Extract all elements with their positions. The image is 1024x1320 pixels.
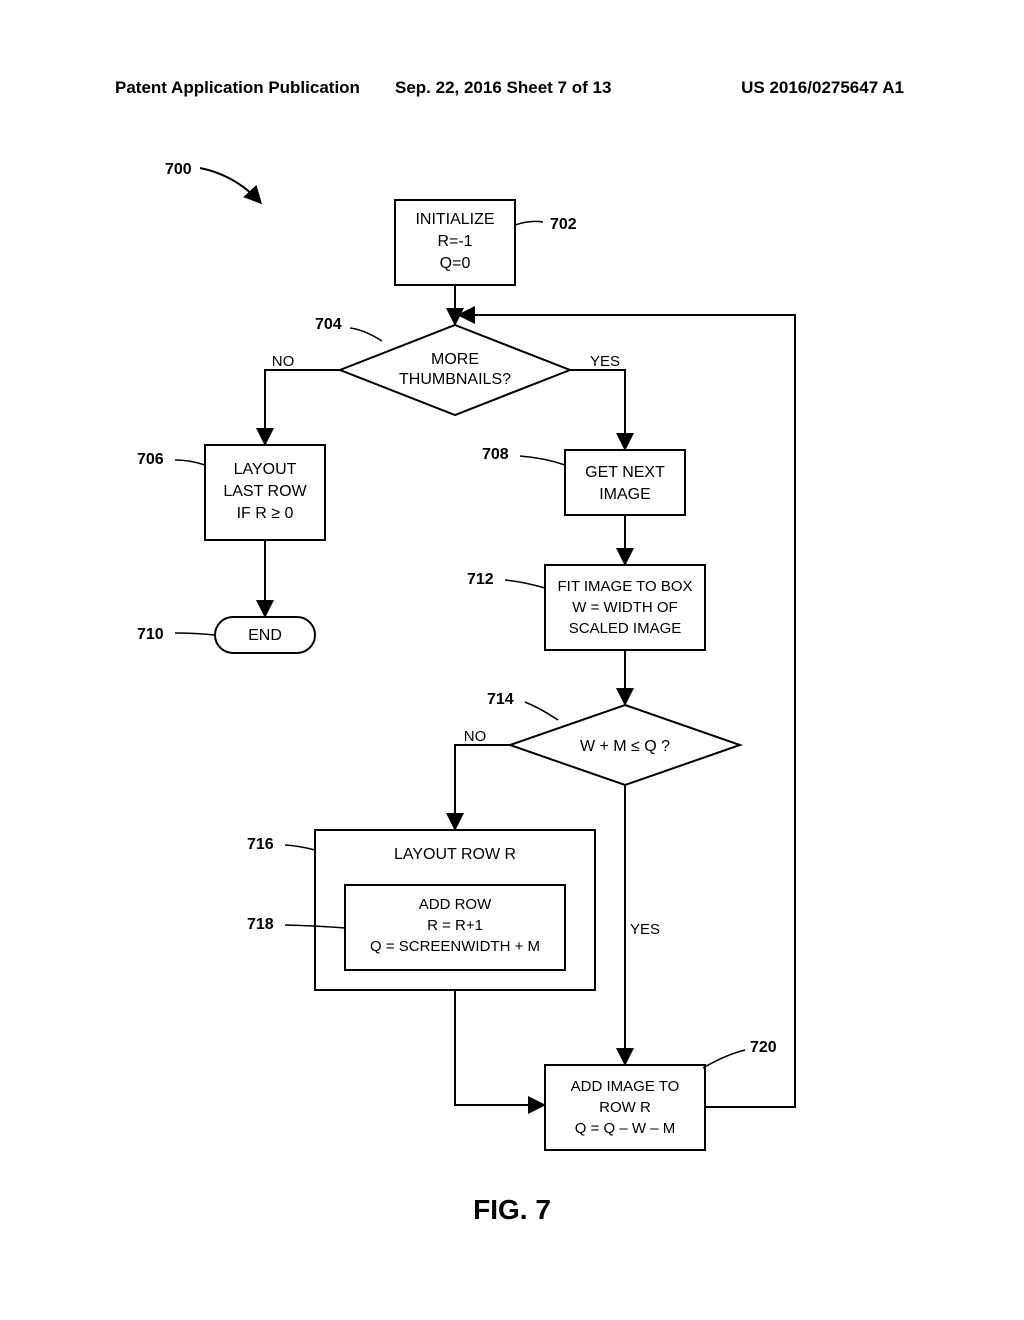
node-718-line2: R = R+1 xyxy=(427,917,483,934)
ref-716-leader xyxy=(285,845,315,850)
header-left: Patent Application Publication xyxy=(115,78,360,98)
node-712-line1: FIT IMAGE TO BOX xyxy=(557,578,692,595)
node-720-line1: ADD IMAGE TO xyxy=(571,1078,680,1095)
edge-704-706 xyxy=(265,370,340,443)
edge-714-720-label: YES xyxy=(630,921,660,938)
node-708-line1: GET NEXT xyxy=(585,464,665,481)
node-720-line3: Q = Q – W – M xyxy=(575,1120,675,1137)
figure-label: FIG. 7 xyxy=(0,1194,1024,1226)
node-702-line3: Q=0 xyxy=(440,255,471,272)
patent-page: Patent Application Publication Sep. 22, … xyxy=(0,0,1024,1320)
ref-704: 704 xyxy=(315,316,342,333)
ref-716: 716 xyxy=(247,836,274,853)
node-710-line1: END xyxy=(248,627,282,644)
node-716-title: LAYOUT ROW R xyxy=(394,846,516,863)
node-702-line2: R=-1 xyxy=(437,233,472,250)
ref-720: 720 xyxy=(750,1039,777,1056)
ref-710: 710 xyxy=(137,626,164,643)
ref-718: 718 xyxy=(247,916,274,933)
node-706-line1: LAYOUT xyxy=(234,461,297,478)
node-714-line1: W + M ≤ Q ? xyxy=(580,738,670,755)
node-712-line2: W = WIDTH OF xyxy=(572,599,677,616)
node-718-line1: ADD ROW xyxy=(419,896,492,913)
node-702-line1: INITIALIZE xyxy=(415,211,494,228)
ref-714-leader xyxy=(525,702,558,720)
node-712-line3: SCALED IMAGE xyxy=(569,620,682,637)
ref-706-leader xyxy=(175,460,205,465)
edge-714-716 xyxy=(455,745,510,828)
edge-704-708-label: YES xyxy=(590,353,620,370)
node-706-line2: LAST ROW xyxy=(223,483,307,500)
header-right: US 2016/0275647 A1 xyxy=(741,78,904,98)
ref-706: 706 xyxy=(137,451,164,468)
ref-708-leader xyxy=(520,456,565,465)
node-704-more-thumbnails xyxy=(340,325,570,415)
flowchart-svg: 700 INITIALIZE R=-1 Q=0 702 MORE THUMBNA… xyxy=(105,130,925,1190)
ref-712-leader xyxy=(505,580,545,588)
node-704-line2: THUMBNAILS? xyxy=(399,371,511,388)
ref-714: 714 xyxy=(487,691,514,708)
ref-700: 700 xyxy=(165,161,192,178)
ref-702: 702 xyxy=(550,216,577,233)
ref-702-leader xyxy=(515,221,543,225)
edge-714-716-label: NO xyxy=(464,728,487,745)
ref-720-leader xyxy=(703,1050,745,1068)
edge-704-706-label: NO xyxy=(272,353,295,370)
node-720-line2: ROW R xyxy=(599,1099,651,1116)
edge-704-708 xyxy=(570,370,625,448)
ref-708: 708 xyxy=(482,446,509,463)
header-center: Sep. 22, 2016 Sheet 7 of 13 xyxy=(395,78,611,98)
node-704-line1: MORE xyxy=(431,351,479,368)
node-706-line3: IF R ≥ 0 xyxy=(237,505,294,522)
ref-712: 712 xyxy=(467,571,494,588)
node-708-line2: IMAGE xyxy=(599,486,651,503)
node-718-line3: Q = SCREENWIDTH + M xyxy=(370,938,540,955)
ref-704-leader xyxy=(350,328,382,341)
node-708-get-next-image xyxy=(565,450,685,515)
ref-710-leader xyxy=(175,633,215,635)
ref-700-leader xyxy=(200,168,260,202)
edge-716-720 xyxy=(455,990,543,1105)
